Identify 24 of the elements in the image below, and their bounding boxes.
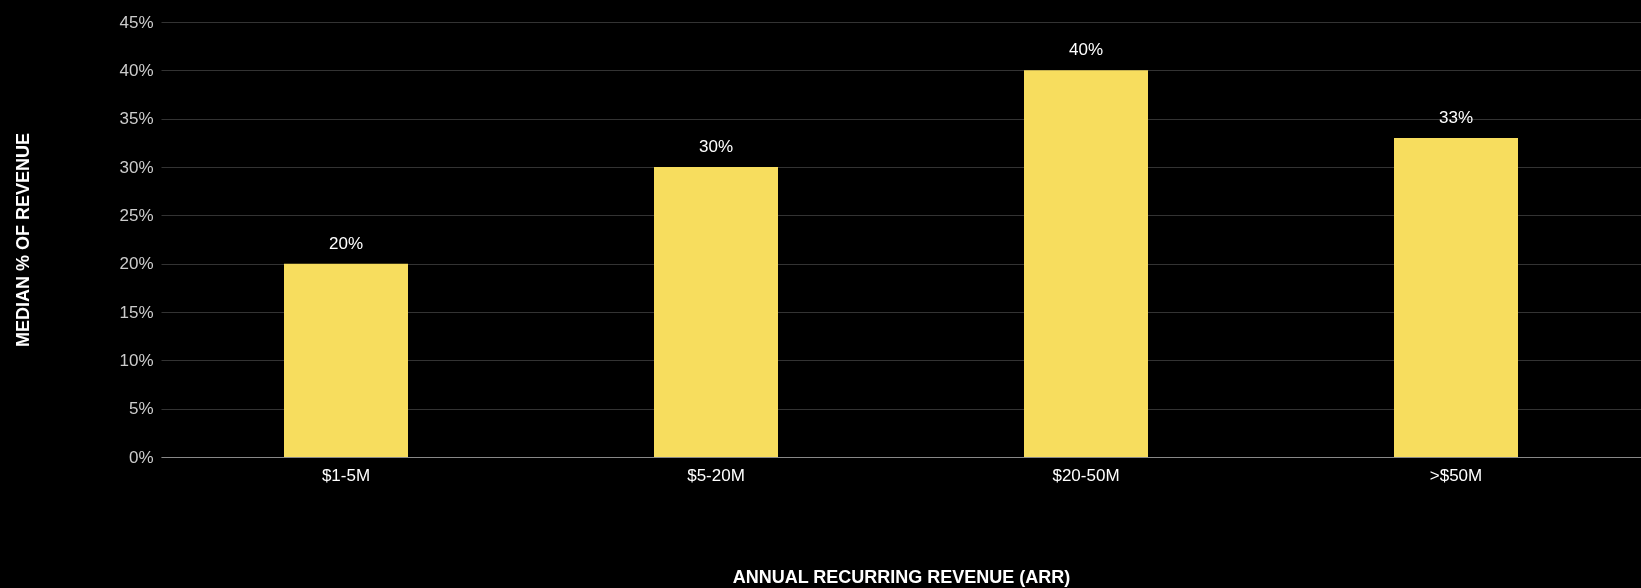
- x-tick-label: >$50M: [1429, 465, 1483, 485]
- data-label: 20%: [328, 233, 364, 253]
- y-tick-label: 5%: [128, 399, 154, 419]
- x-tick-label: $20-50M: [1052, 465, 1120, 485]
- y-tick-label: 20%: [119, 254, 154, 274]
- bar: [1024, 70, 1148, 457]
- data-label: 30%: [698, 137, 734, 156]
- x-tick-label: $5-20M: [687, 465, 745, 485]
- y-tick-label: 0%: [128, 447, 154, 467]
- bar: [284, 263, 408, 457]
- y-tick-label: 35%: [119, 109, 154, 129]
- bar: [1394, 138, 1518, 457]
- bar: [654, 167, 778, 457]
- x-axis-title: ANNUAL RECURRING REVENUE (ARR): [732, 566, 1071, 587]
- y-tick-label: 30%: [119, 157, 154, 177]
- y-tick-label: 25%: [119, 205, 154, 225]
- y-tick-label: 10%: [119, 350, 154, 370]
- y-tick-label: 15%: [119, 302, 154, 322]
- y-tick-label: 45%: [119, 12, 154, 32]
- y-tick-label: 40%: [119, 60, 154, 80]
- y-axis-title: MEDIAN % OF REVENUE: [12, 132, 33, 348]
- data-label: 33%: [1438, 108, 1474, 127]
- data-label: 40%: [1068, 40, 1104, 60]
- x-tick-label: $1-5M: [321, 465, 371, 485]
